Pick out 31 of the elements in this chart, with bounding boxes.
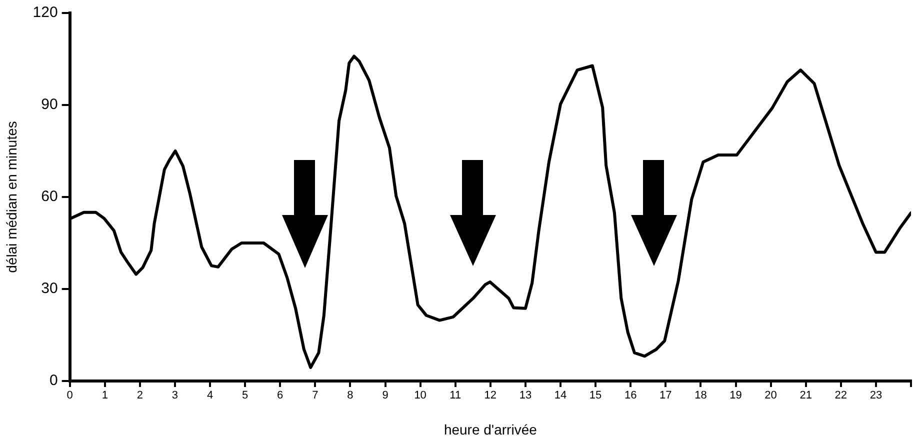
x-tick-label: 9 bbox=[382, 390, 388, 402]
y-tick-label: 0 bbox=[49, 372, 58, 390]
x-tick-label: 0 bbox=[66, 390, 73, 402]
x-tick-label: 10 bbox=[414, 390, 426, 402]
x-tick-label: 13 bbox=[519, 390, 532, 402]
y-tick-label: 60 bbox=[41, 188, 58, 206]
x-tick-label: 21 bbox=[800, 390, 812, 402]
x-tick-label: 1 bbox=[102, 390, 108, 402]
x-tick-label: 22 bbox=[834, 390, 848, 402]
y-tick-label: 90 bbox=[41, 96, 58, 114]
y-tick-label: 120 bbox=[32, 4, 58, 22]
y-tick-label: 30 bbox=[41, 280, 58, 298]
x-tick-label: 16 bbox=[624, 390, 637, 402]
x-tick-label: 15 bbox=[589, 390, 602, 402]
x-tick-label: 4 bbox=[206, 390, 214, 402]
y-axis-title: délai médian en minutes bbox=[3, 121, 20, 273]
x-tick-label: 18 bbox=[694, 390, 707, 402]
x-tick-label: 7 bbox=[312, 390, 318, 402]
x-tick-label: 8 bbox=[347, 390, 354, 402]
x-tick-label: 6 bbox=[277, 390, 284, 402]
x-tick-label: 3 bbox=[172, 390, 178, 402]
x-tick-label: 5 bbox=[242, 390, 248, 402]
x-tick-label: 17 bbox=[660, 390, 672, 402]
x-tick-label: 19 bbox=[730, 390, 742, 402]
x-tick-label: 2 bbox=[136, 390, 143, 402]
x-tick-label: 20 bbox=[764, 390, 777, 402]
x-tick-label: 23 bbox=[870, 390, 882, 402]
x-tick-label: 14 bbox=[554, 390, 567, 402]
x-axis-title: heure d'arrivée bbox=[444, 421, 538, 438]
x-tick-label: 11 bbox=[450, 390, 462, 402]
x-tick-label: 12 bbox=[484, 390, 497, 402]
